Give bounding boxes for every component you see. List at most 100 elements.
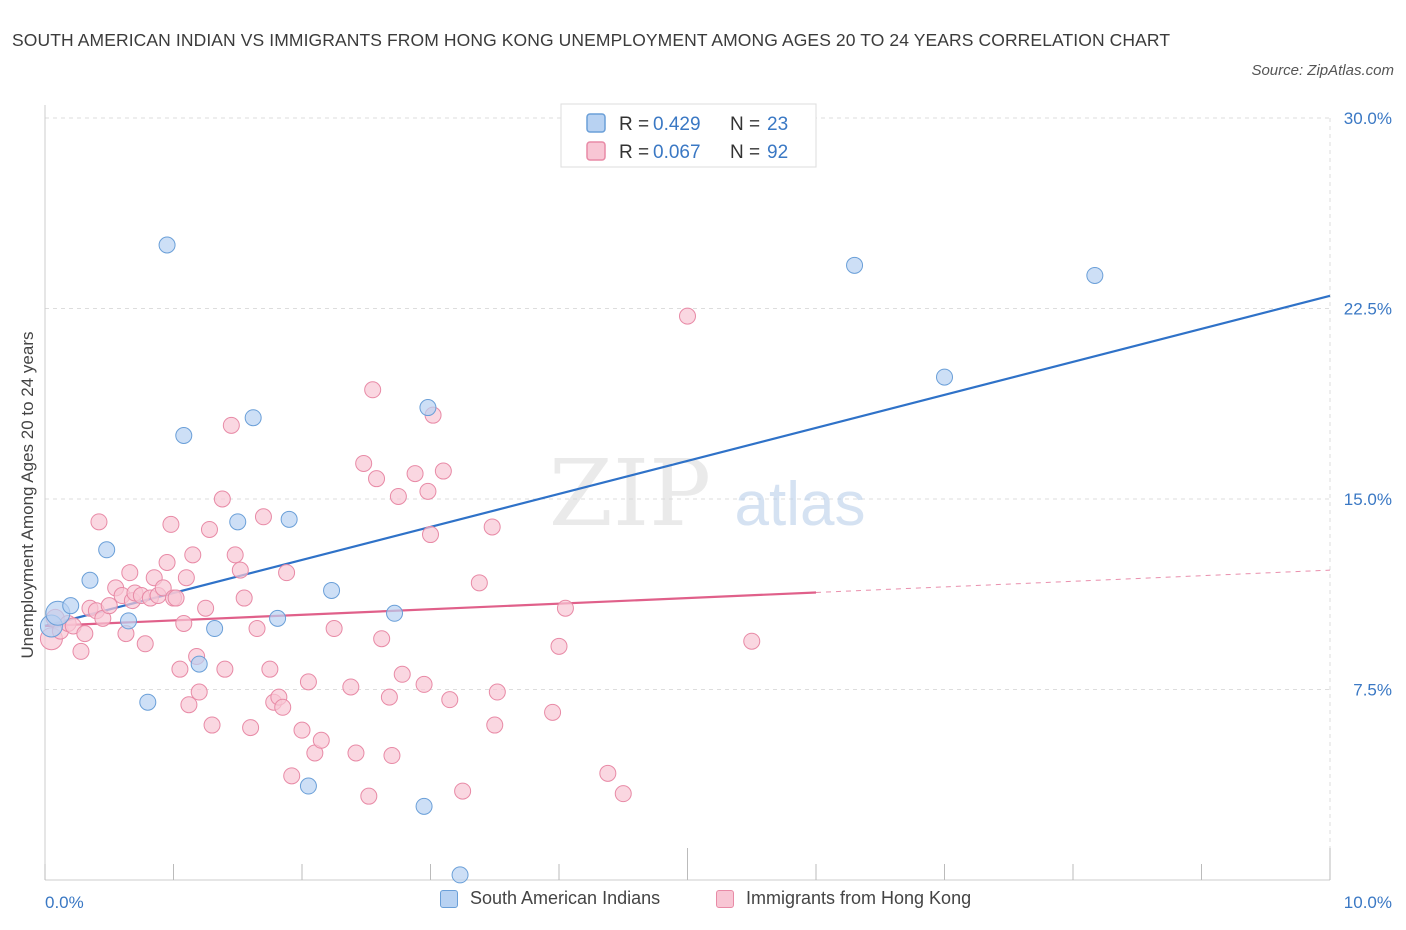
data-point (154, 579, 172, 597)
data-point (846, 256, 864, 274)
data-point (393, 665, 411, 683)
data-point (244, 409, 262, 427)
x-tick-label-min: 0.0% (45, 893, 84, 912)
data-point (936, 368, 953, 386)
axes (44, 105, 1331, 881)
trend-line-solid (44, 591, 817, 628)
data-point (454, 782, 472, 800)
trend-line-solid (44, 294, 1331, 628)
y-tick-label: 7.5% (1353, 681, 1392, 700)
data-point (190, 655, 208, 673)
legend-bottom: South American Indians Immigrants from H… (0, 888, 1406, 916)
data-point (213, 490, 231, 508)
data-point (441, 691, 459, 709)
data-point (380, 688, 398, 706)
data-point (347, 744, 365, 762)
data-point (419, 482, 437, 500)
data-point (90, 513, 108, 531)
data-point (293, 721, 311, 739)
legend-n-value: 92 (767, 142, 788, 163)
data-point (203, 716, 221, 734)
data-point (175, 614, 193, 632)
data-point (434, 462, 452, 480)
data-point (451, 866, 469, 884)
source-label: Source: ZipAtlas.com (1251, 62, 1394, 79)
legend-item-immigrants-from-hong-kong: Immigrants from Hong Kong (716, 888, 971, 909)
data-point (323, 581, 341, 599)
legend-item-south-american-indians: South American Indians (440, 888, 660, 909)
trend-line-dashed (815, 569, 1331, 593)
data-point (158, 554, 176, 571)
data-point (280, 510, 298, 528)
chart-title: SOUTH AMERICAN INDIAN VS IMMIGRANTS FROM… (12, 30, 1171, 50)
data-point (599, 764, 617, 782)
legend-r-value: 0.429 (653, 114, 701, 135)
data-point (269, 609, 287, 627)
data-point (422, 526, 439, 544)
data-point (544, 703, 562, 721)
data-point (158, 236, 176, 254)
legend-swatch-blue (440, 889, 458, 908)
data-point (278, 564, 296, 582)
data-point (100, 597, 118, 615)
data-point (299, 777, 317, 795)
data-point (177, 569, 195, 587)
data-point (550, 637, 568, 655)
data-point (222, 416, 240, 434)
data-point (389, 487, 407, 505)
data-point (197, 599, 215, 617)
data-point (1086, 266, 1104, 284)
series-south-american-indians (39, 236, 1104, 884)
legend-r-label: R = (619, 114, 649, 135)
data-point (415, 675, 433, 693)
x-tick-label-max: 10.0% (1344, 893, 1392, 912)
data-point (486, 716, 504, 734)
data-point (184, 546, 202, 564)
data-point (175, 427, 193, 444)
data-point (556, 599, 574, 617)
data-point (406, 465, 424, 483)
data-point (72, 642, 90, 660)
data-point (368, 470, 386, 488)
y-tick-label: 15.0% (1344, 490, 1392, 509)
data-point (120, 612, 138, 630)
data-point (488, 683, 506, 701)
data-point (81, 571, 99, 589)
data-point (206, 620, 224, 638)
data-point (679, 307, 696, 325)
data-point (312, 731, 330, 749)
data-point (254, 508, 272, 526)
data-point (139, 693, 157, 711)
data-point (614, 785, 632, 803)
data-point (121, 564, 139, 582)
legend-r-value: 0.067 (653, 142, 701, 163)
data-point (171, 660, 189, 678)
data-point (62, 597, 80, 615)
y-tick-label: 30.0% (1344, 109, 1392, 128)
legend-r-label: R = (619, 142, 649, 163)
data-point (383, 747, 401, 765)
data-point (167, 589, 185, 607)
legend-n-value: 23 (767, 114, 788, 135)
data-point (373, 630, 391, 648)
data-point (325, 620, 343, 638)
data-point (419, 399, 437, 417)
data-point (231, 561, 249, 579)
trend-lines (44, 294, 1331, 628)
data-point (470, 574, 488, 592)
data-point (274, 698, 292, 716)
legend-label-south-american-indians: South American Indians (470, 888, 661, 908)
data-point (415, 797, 433, 815)
data-point (360, 787, 378, 805)
tick-labels: 7.5% 15.0% 22.5% 30.0% 0.0% 10.0% (45, 109, 1392, 912)
legend-n-label: N = (730, 114, 760, 135)
data-point (190, 683, 208, 701)
series-immigrants-from-hong-kong (39, 150, 761, 805)
data-point (226, 546, 244, 564)
legend-swatch (586, 141, 606, 161)
y-tick-label: 22.5% (1344, 300, 1392, 319)
data-point (98, 541, 116, 559)
data-point (180, 696, 198, 714)
data-point (483, 518, 501, 536)
